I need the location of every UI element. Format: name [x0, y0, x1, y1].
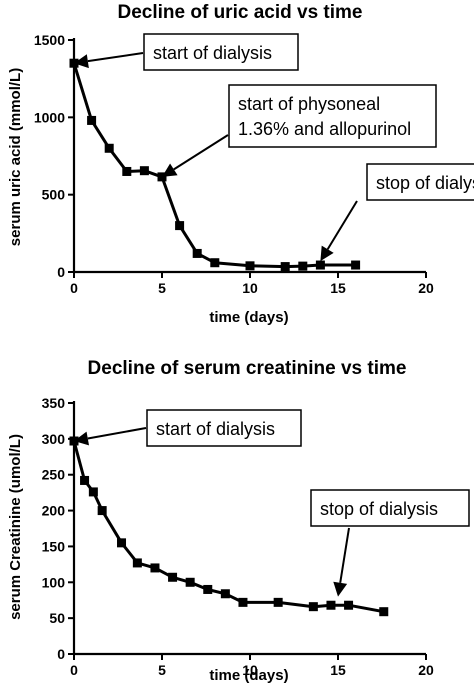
y-tick-label: 350 — [42, 395, 66, 411]
y-tick-label: 0 — [57, 264, 65, 280]
data-point — [168, 572, 178, 582]
annotation-text: stop of dialysis — [376, 173, 474, 193]
y-tick-label: 500 — [42, 187, 66, 203]
annotation-box — [366, 163, 474, 201]
data-point — [298, 261, 308, 271]
data-point — [175, 221, 185, 231]
annotation-box — [146, 409, 302, 447]
annotation-arrowhead — [333, 581, 348, 597]
uric-acid-chart: Decline of uric acid vs time serum uric … — [7, 2, 474, 326]
data-point — [220, 589, 230, 599]
y-tick-label: 250 — [42, 467, 66, 483]
annotation-arrow — [326, 200, 358, 250]
data-point — [238, 597, 248, 607]
y-tick-label: 50 — [49, 610, 65, 626]
y-tick-label: 0 — [57, 646, 65, 662]
y-tick-label: 300 — [42, 431, 66, 447]
x-tick-label: 5 — [158, 662, 166, 678]
x-tick-label: 20 — [418, 280, 434, 296]
y-tick-label: 1000 — [34, 109, 65, 125]
annotation-box — [228, 84, 437, 148]
data-point — [80, 475, 90, 485]
chart-title: Decline of uric acid vs time — [118, 2, 363, 23]
data-point — [69, 58, 79, 68]
x-tick-label: 0 — [70, 662, 78, 678]
annotation-box — [143, 33, 299, 71]
data-point — [88, 487, 98, 497]
data-point — [203, 584, 213, 594]
data-point — [122, 166, 132, 176]
annotation-arrowhead — [320, 245, 334, 262]
data-point — [245, 261, 255, 271]
annotation-text: stop of dialysis — [320, 499, 438, 519]
x-tick-label: 15 — [330, 280, 346, 296]
data-point — [87, 115, 97, 125]
x-tick-label: 0 — [70, 280, 78, 296]
data-point — [192, 248, 202, 258]
x-tick-label: 5 — [158, 280, 166, 296]
y-axis-label: serum uric acid (mmol/L) — [7, 68, 24, 246]
data-point — [210, 258, 220, 268]
x-tick-label: 20 — [418, 662, 434, 678]
data-point — [280, 262, 290, 272]
y-tick-label: 100 — [42, 574, 66, 590]
annotation-arrow — [339, 527, 350, 583]
annotation-text: start of dialysis — [153, 43, 272, 63]
data-point — [273, 597, 283, 607]
data-point — [326, 600, 336, 610]
data-point — [344, 600, 354, 610]
annotation-text: start of dialysis — [156, 419, 275, 439]
data-point — [351, 260, 361, 270]
data-point — [185, 577, 195, 587]
annotation-text: 1.36% and allopurinol — [238, 119, 411, 139]
data-point — [315, 260, 325, 270]
y-axis-label: serum Creatinine (umol/L) — [7, 434, 24, 620]
creatinine-chart: Decline of serum creatinine vs time seru… — [7, 358, 470, 684]
x-tick-label: 10 — [242, 280, 258, 296]
data-point — [117, 538, 127, 548]
data-point — [132, 558, 142, 568]
y-tick-label: 150 — [42, 538, 66, 554]
data-point — [379, 607, 389, 617]
annotation-arrowhead — [162, 163, 178, 177]
x-axis-label: time (days) — [209, 667, 288, 684]
data-point — [308, 602, 318, 612]
chart-title: Decline of serum creatinine vs time — [88, 358, 407, 379]
y-tick-label: 1500 — [34, 32, 65, 48]
annotation-box — [310, 489, 470, 527]
x-tick-label: 10 — [242, 662, 258, 678]
data-point — [97, 506, 107, 516]
x-axis-label: time (days) — [209, 309, 288, 326]
data-point — [139, 166, 149, 176]
annotation-arrowhead — [74, 431, 90, 446]
data-point — [150, 563, 160, 573]
annotation-arrow — [173, 134, 229, 171]
data-point — [104, 143, 114, 153]
annotation-arrow — [87, 52, 144, 63]
annotation-arrow — [87, 427, 147, 440]
annotation-arrowhead — [74, 54, 89, 69]
y-tick-label: 200 — [42, 503, 66, 519]
annotation-text: start of physoneal — [238, 94, 380, 114]
x-tick-label: 15 — [330, 662, 346, 678]
